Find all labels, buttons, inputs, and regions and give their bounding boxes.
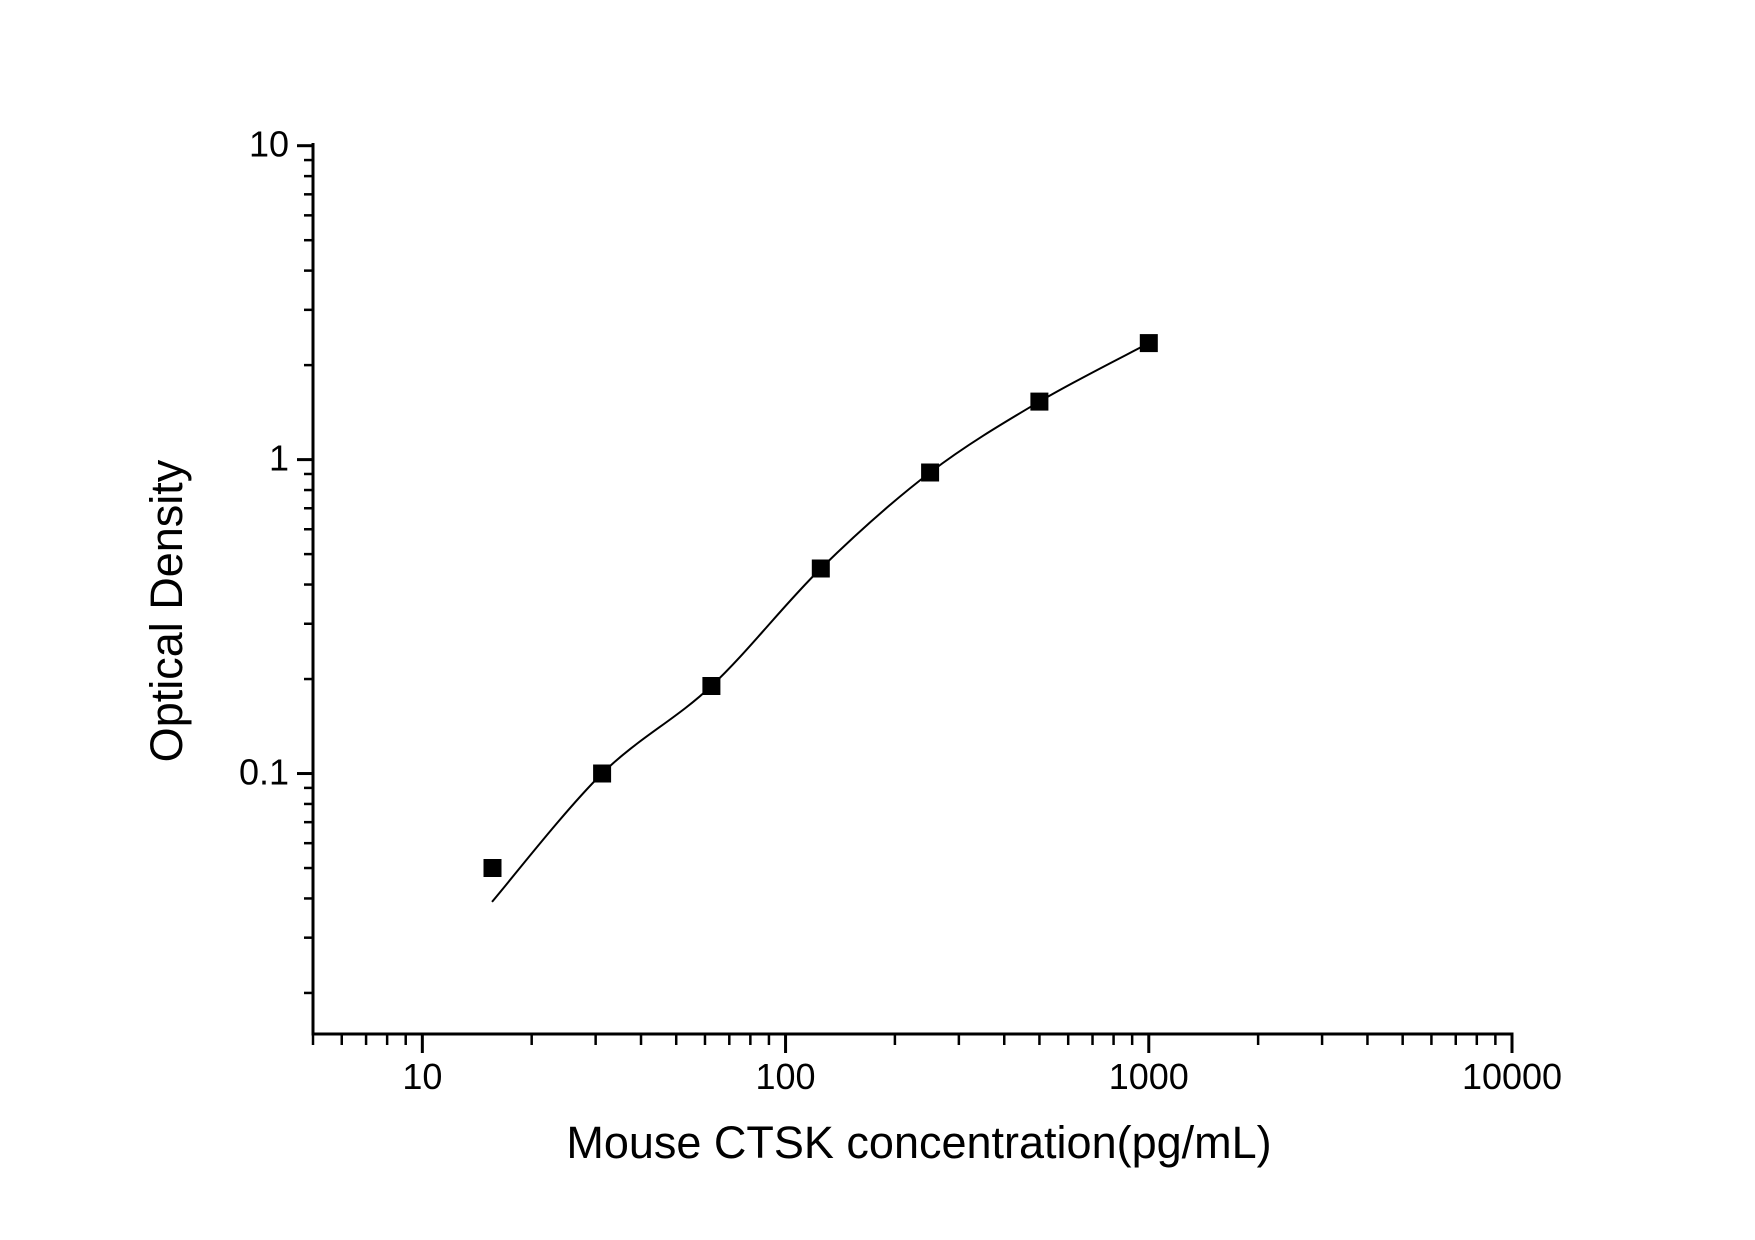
x-tick-label: 10000 xyxy=(1462,1056,1562,1097)
data-point-marker xyxy=(702,677,721,695)
y-tick-label: 0.1 xyxy=(239,752,289,793)
data-point-marker xyxy=(1030,392,1049,411)
y-tick-label: 10 xyxy=(249,124,289,165)
data-point-marker xyxy=(811,559,830,578)
y-tick-label: 1 xyxy=(269,438,289,479)
data-point-marker xyxy=(921,463,940,482)
fit-curve-line xyxy=(491,342,1150,903)
data-point-marker xyxy=(593,764,612,783)
x-tick-label: 10 xyxy=(402,1056,442,1097)
y-axis-title: Optical Density xyxy=(141,459,192,763)
x-tick-label: 1000 xyxy=(1109,1056,1189,1097)
x-axis-title: Mouse CTSK concentration(pg/mL) xyxy=(566,1117,1272,1168)
data-point-marker xyxy=(483,859,502,877)
data-point-marker xyxy=(1139,334,1158,353)
x-tick-label: 100 xyxy=(756,1056,816,1097)
